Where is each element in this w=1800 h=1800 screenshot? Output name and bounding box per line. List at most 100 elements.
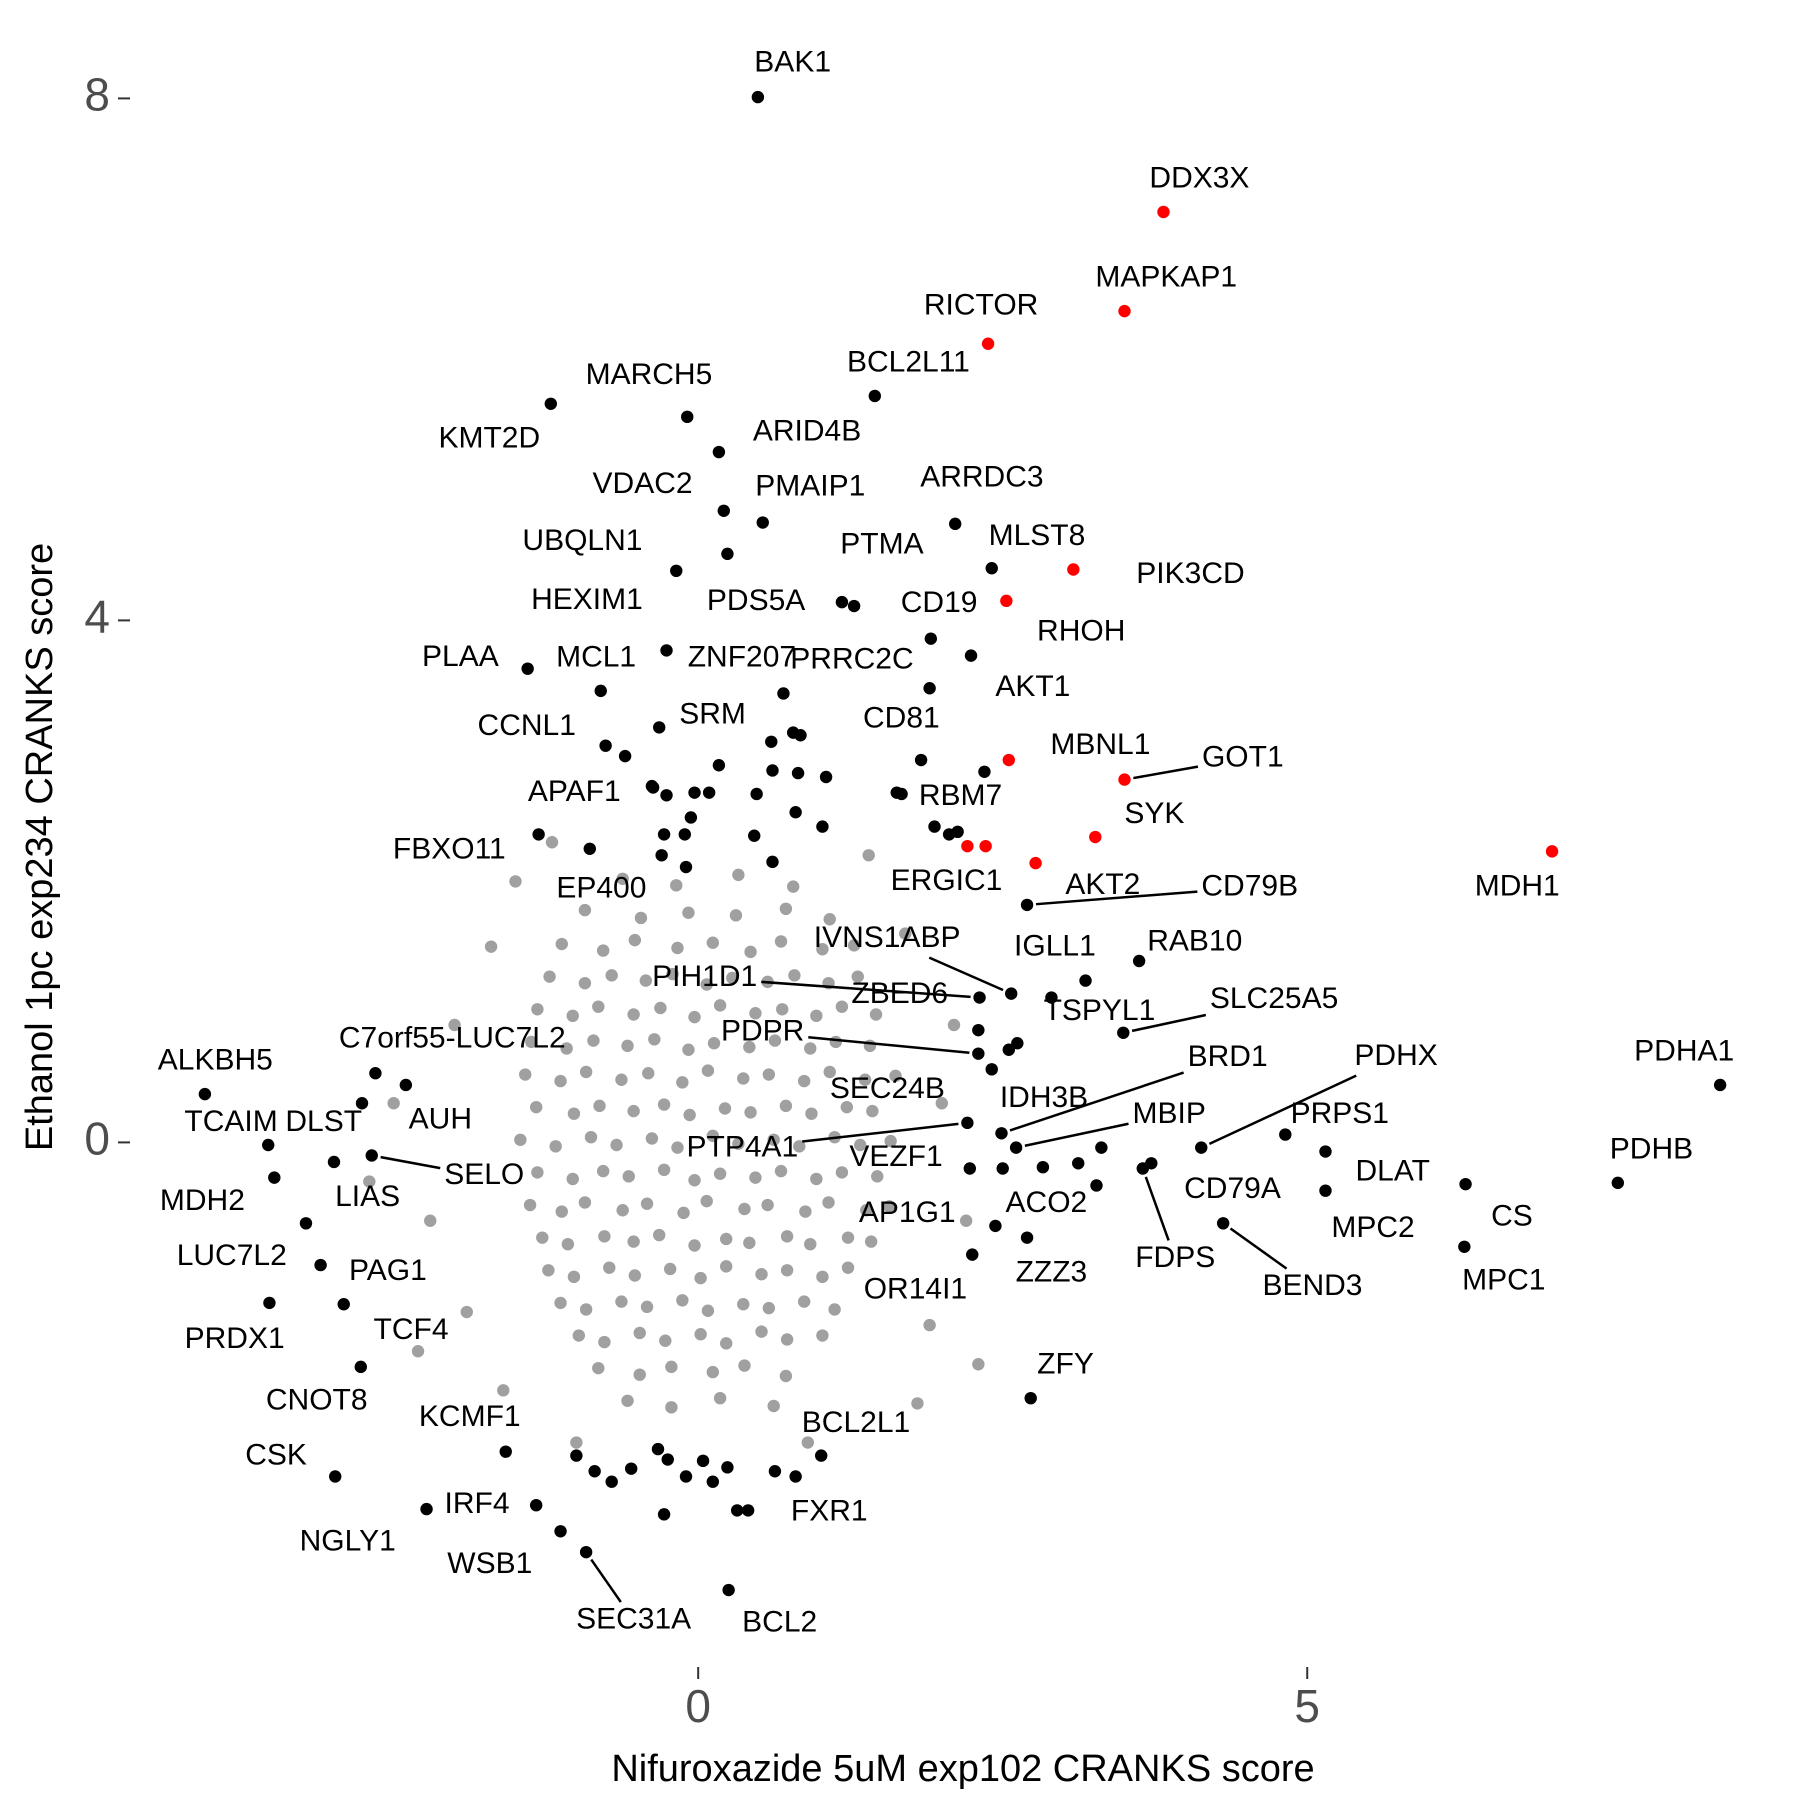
point-label: KMT2D [438, 422, 540, 455]
background-point [523, 1198, 537, 1212]
point-label: IVNS1ABP [814, 921, 961, 954]
point [327, 1155, 341, 1169]
point [521, 662, 534, 675]
background-point [657, 1098, 671, 1111]
point-label: BEND3 [1262, 1269, 1362, 1302]
point-label: PRPS1 [1291, 1097, 1389, 1130]
background-point [720, 1337, 733, 1350]
point [605, 1475, 618, 1488]
point-label: BRD1 [1188, 1040, 1268, 1073]
point [594, 684, 607, 698]
point-label: ERGIC1 [891, 864, 1003, 897]
background-point [688, 1010, 701, 1024]
background-point [749, 1007, 762, 1020]
point [570, 1449, 583, 1462]
background-point [911, 1397, 924, 1410]
point [1545, 845, 1559, 858]
background-point [666, 967, 679, 981]
leader-line [1131, 1013, 1207, 1033]
background-point [706, 1129, 720, 1143]
point [369, 1067, 382, 1080]
background-point [529, 1100, 543, 1114]
point [961, 1116, 974, 1130]
background-point [732, 1137, 745, 1150]
point [618, 749, 632, 763]
point-label: ZBED6 [851, 977, 948, 1010]
leader-line [1009, 1071, 1185, 1132]
point-label: UBQLN1 [522, 524, 642, 557]
background-point [592, 1000, 605, 1013]
background-point [363, 1175, 376, 1188]
background-point [627, 1235, 640, 1248]
background-point [853, 1138, 867, 1152]
point [914, 753, 928, 767]
background-point [639, 974, 653, 987]
background-point [665, 1360, 678, 1374]
point [678, 828, 691, 841]
point-label: GOT1 [1202, 741, 1284, 774]
background-point [615, 1295, 628, 1308]
background-point [653, 1228, 666, 1242]
point-label: VEZF1 [849, 1140, 942, 1173]
point [651, 1442, 665, 1456]
point [365, 1149, 378, 1162]
point [928, 820, 941, 833]
x-tick-label: 5 [1294, 1680, 1320, 1732]
point [963, 1162, 977, 1175]
point [599, 739, 612, 752]
background-point [862, 849, 875, 862]
point [923, 682, 936, 695]
background-point [744, 945, 757, 959]
point-label: AKT1 [995, 670, 1070, 703]
background-point [622, 1170, 635, 1183]
background-point [780, 1230, 794, 1243]
point [964, 649, 978, 662]
background-point [744, 1106, 757, 1119]
point [996, 1162, 1009, 1175]
background-point [525, 1035, 538, 1049]
background-point [676, 1294, 689, 1307]
background-point [640, 1300, 654, 1314]
point [583, 842, 596, 855]
background-point [788, 969, 801, 982]
point-label: SYK [1124, 797, 1184, 830]
point [660, 644, 673, 657]
point [1459, 1177, 1472, 1191]
background-point [584, 1130, 598, 1144]
background-point [805, 1107, 818, 1120]
point [314, 1258, 327, 1272]
background-point [648, 1033, 661, 1046]
point [1020, 898, 1034, 912]
background-point [663, 1262, 677, 1276]
background-point [615, 1073, 628, 1086]
background-point [797, 1295, 811, 1308]
point-label: CD79A [1184, 1172, 1281, 1205]
point [420, 1502, 433, 1516]
background-point [707, 1037, 721, 1050]
background-point [726, 971, 739, 985]
background-point [863, 1039, 877, 1053]
background-point [621, 1394, 634, 1407]
point [966, 1248, 979, 1261]
background-point [592, 1361, 605, 1375]
background-point [701, 1304, 715, 1317]
point-label: OR14I1 [864, 1273, 967, 1306]
point [696, 1454, 710, 1468]
point [730, 1504, 744, 1517]
background-point [762, 1068, 776, 1081]
point [978, 765, 991, 778]
point [679, 1470, 693, 1483]
point [645, 779, 659, 793]
point-label: ZFY [1037, 1348, 1094, 1381]
background-point [767, 1399, 780, 1413]
point-label: CNOT8 [266, 1384, 368, 1417]
point [681, 410, 694, 424]
leader-line [1208, 1074, 1357, 1145]
background-point [835, 1000, 849, 1013]
point-label: APAF1 [528, 775, 621, 808]
point-label: MDH2 [160, 1184, 245, 1217]
background-point [554, 1296, 567, 1310]
y-tick-label: 4 [84, 591, 110, 643]
point [995, 1127, 1008, 1140]
point [756, 516, 769, 529]
